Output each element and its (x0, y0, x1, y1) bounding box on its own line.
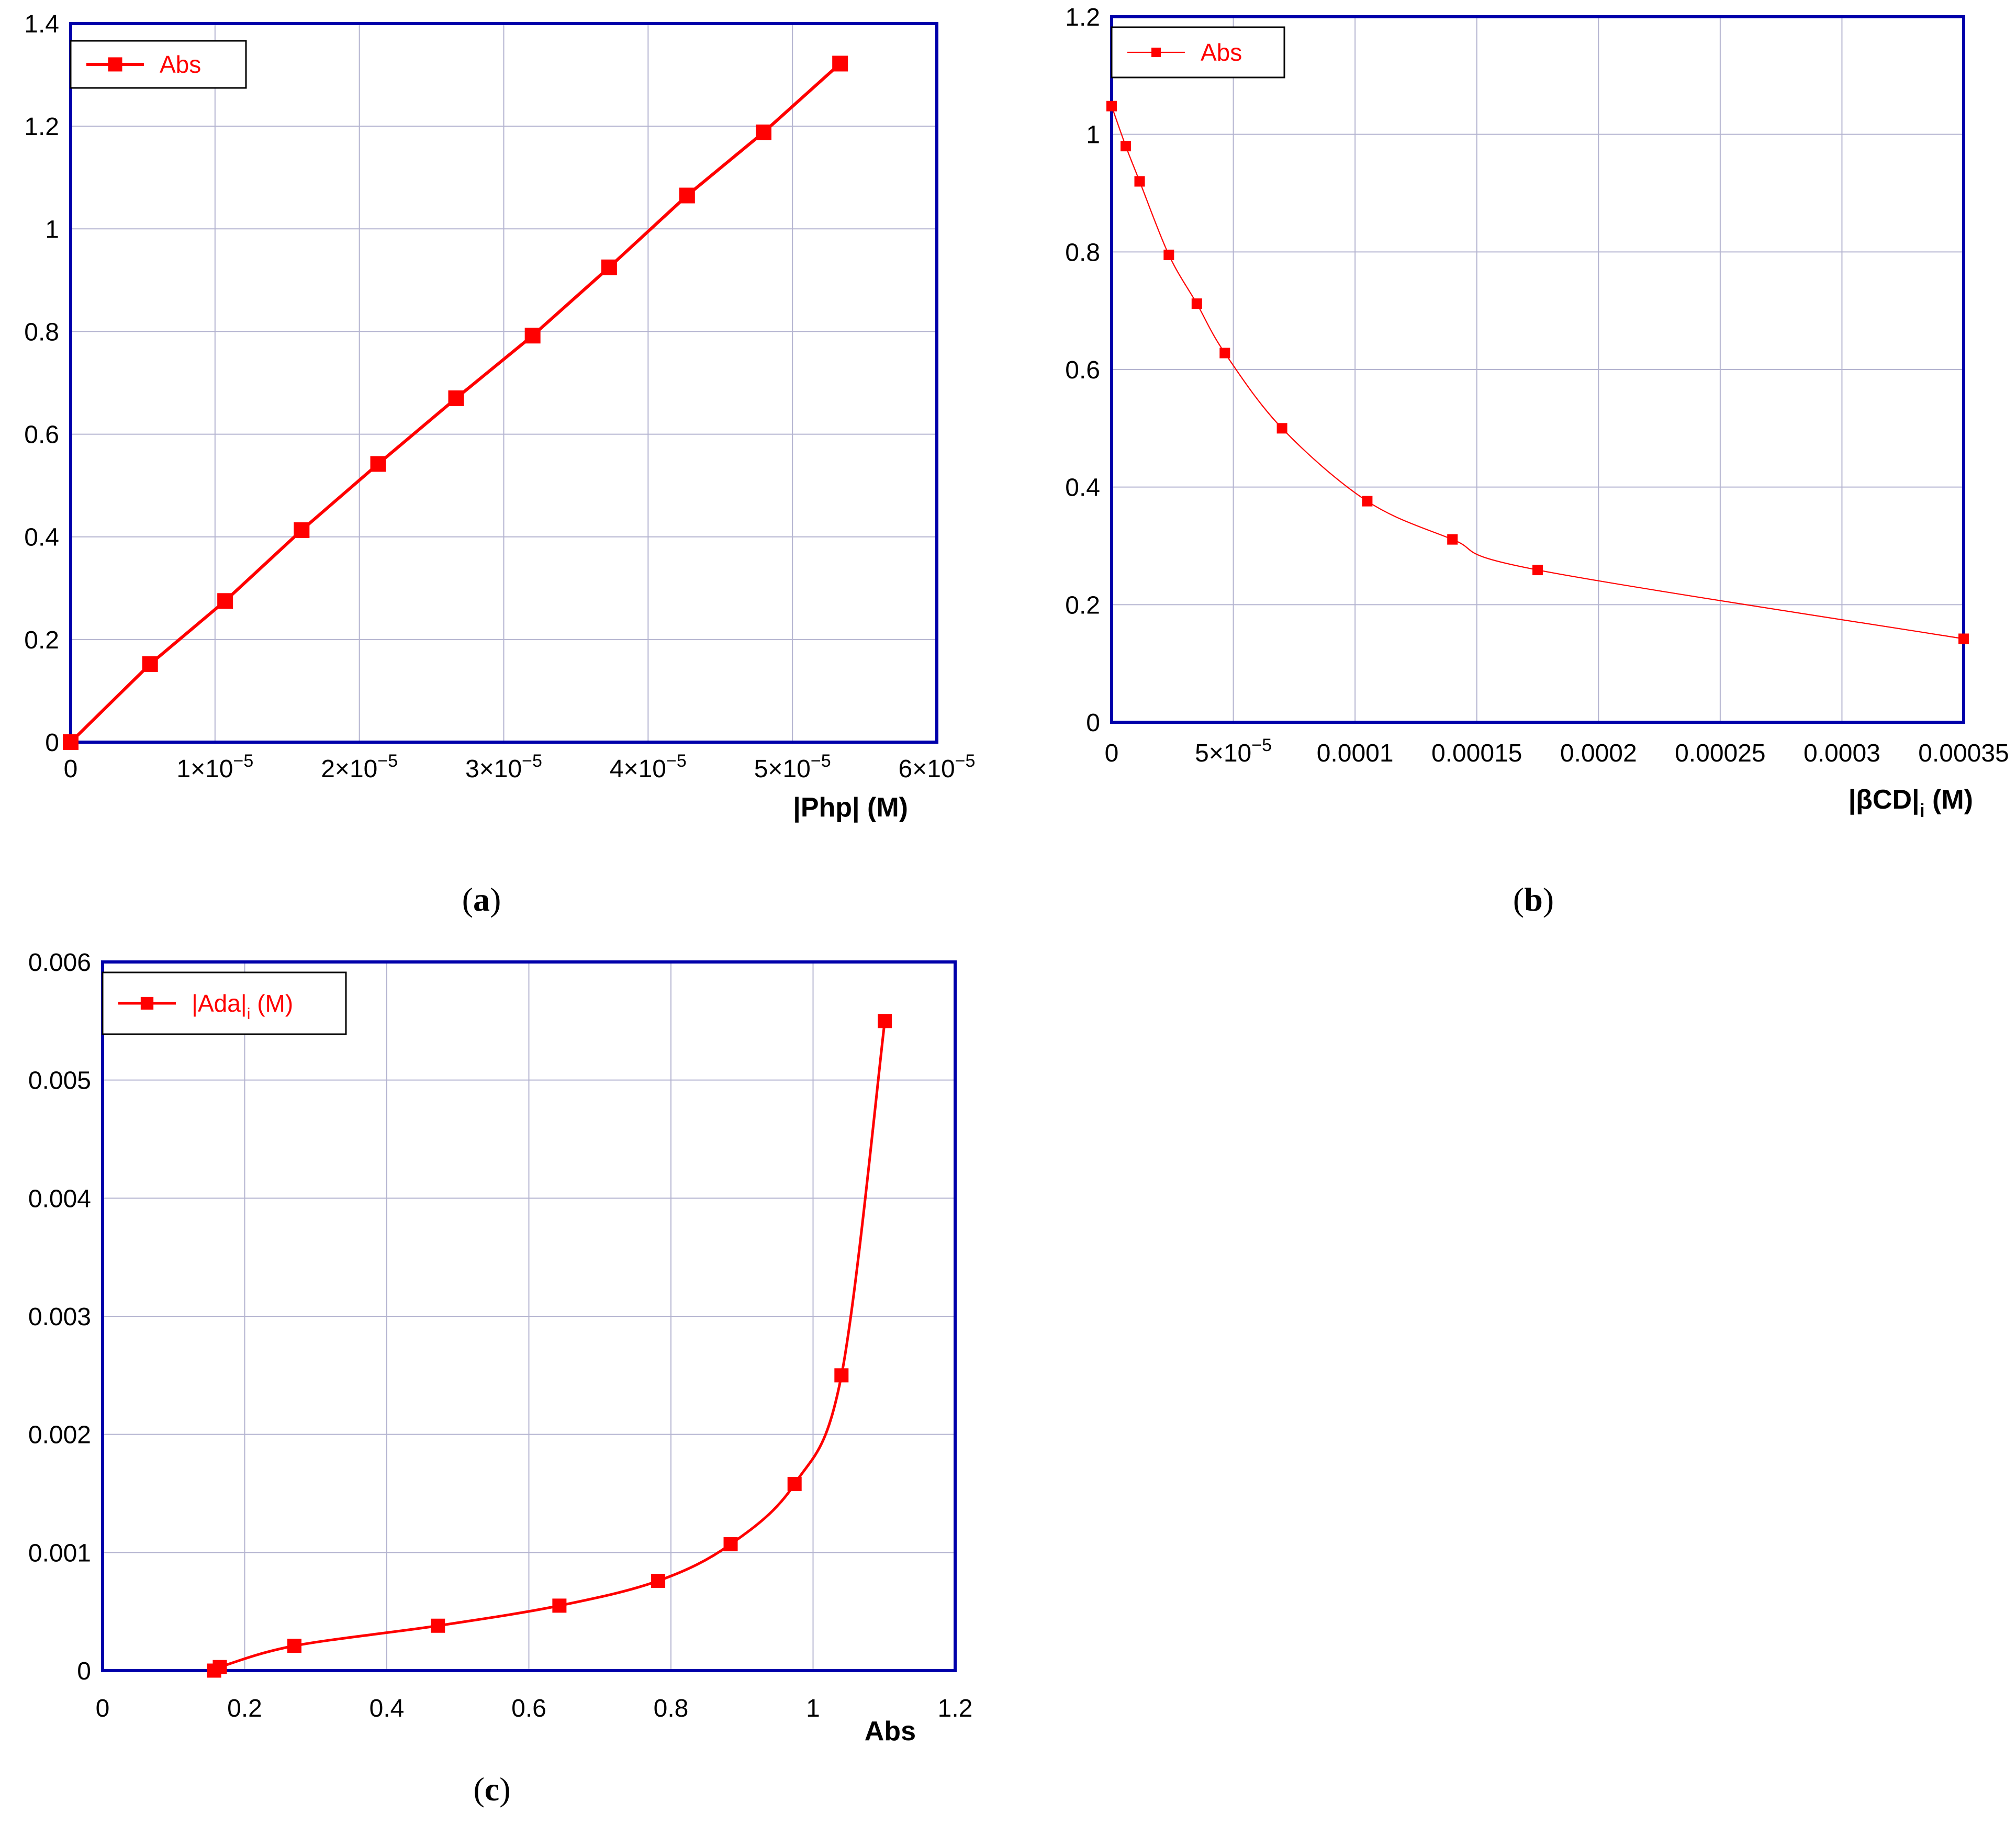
data-point (217, 593, 233, 609)
y-tick-label: 1.2 (24, 113, 59, 141)
x-tick-label: 1×10−5 (176, 751, 253, 783)
y-tick-label: 0.001 (28, 1539, 91, 1567)
plot-frame (101, 960, 957, 1672)
plot-frame (1110, 15, 1965, 724)
x-tick-label: 3×10−5 (465, 751, 542, 783)
data-point (756, 124, 771, 140)
y-tick-label: 1.4 (24, 10, 59, 38)
y-tick-label: 0 (45, 729, 59, 757)
x-tick-label: 0.0003 (1804, 740, 1880, 767)
x-tick-label: 0.2 (227, 1695, 262, 1722)
data-point (1447, 534, 1458, 545)
data-point (370, 456, 386, 472)
data-point (524, 328, 541, 344)
data-point (63, 734, 79, 750)
data-point (878, 1014, 892, 1028)
y-tick-label: 0.6 (1065, 356, 1100, 384)
y-tick-label: 0.003 (28, 1303, 91, 1331)
x-tick-label: 1.2 (938, 1695, 973, 1722)
y-tick-label: 0.2 (1065, 591, 1100, 619)
x-tick-label: 0.4 (369, 1695, 405, 1722)
chart-b: 0 0.2 0.4 0.6 0.8 1 1.2 0 5×10−5 0.0001 0.00015 0.0… (1065, 4, 2009, 918)
panel-label: (b) (1513, 881, 1554, 918)
plot-frame (69, 22, 938, 744)
panel-label: (c) (473, 1771, 510, 1808)
y-tick-label: 0 (77, 1658, 91, 1685)
x-tick-label: 6×10−5 (899, 751, 976, 783)
x-tick-label: 5×10−5 (754, 751, 831, 783)
x-tick-label: 1 (806, 1695, 820, 1722)
x-tick-label: 0.00015 (1431, 740, 1522, 767)
x-axis-title: |βCD|i (M) (1849, 785, 1973, 821)
data-point (448, 390, 464, 406)
y-tick-label: 1 (1086, 121, 1100, 149)
data-point (1362, 496, 1373, 507)
legend-label: Abs (160, 51, 201, 78)
x-axis-title: |Php| (M) (793, 792, 908, 823)
y-tick-label: 0.4 (24, 524, 59, 552)
data-point (787, 1476, 802, 1491)
data-point (142, 656, 158, 672)
y-tick-label: 0.6 (24, 421, 59, 449)
data-point (834, 1368, 849, 1383)
y-tick-label: 0.002 (28, 1421, 91, 1449)
panel-label: (a) (462, 881, 501, 918)
series-line (1111, 106, 1964, 640)
x-tick-label: 0.8 (654, 1695, 689, 1722)
x-tick-label: 2×10−5 (321, 751, 398, 783)
data-point (1276, 423, 1287, 434)
data-point (601, 259, 617, 275)
data-point (1134, 176, 1145, 187)
data-point (552, 1598, 567, 1613)
x-tick-label: 0 (1105, 740, 1119, 767)
series-line (211, 1021, 887, 1672)
x-tick-label: 5×10−5 (1195, 735, 1272, 767)
data-point (431, 1618, 445, 1633)
data-point (1532, 565, 1543, 576)
y-tick-label: 0.8 (1065, 239, 1100, 266)
x-tick-label: 4×10−5 (610, 751, 687, 783)
legend-label: Abs (1201, 39, 1242, 66)
data-point (212, 1660, 227, 1674)
data-point (294, 522, 310, 538)
data-point (1163, 249, 1174, 260)
x-tick-label: 0 (64, 755, 78, 783)
x-tick-label: 0.00025 (1675, 740, 1766, 767)
legend-swatch-marker (1151, 48, 1161, 57)
data-point (723, 1537, 738, 1552)
x-tick-label: 0.6 (511, 1695, 546, 1722)
y-tick-label: 0.8 (24, 318, 59, 346)
y-tick-label: 0.004 (28, 1185, 91, 1213)
data-point (1106, 100, 1117, 111)
chart-a: 0 0.2 0.4 0.6 0.8 1 1.2 1.4 0 1×10−5 2×10−5 3×10−5 4… (24, 10, 975, 918)
data-point (287, 1639, 302, 1653)
x-tick-label: 0.0001 (1317, 740, 1394, 767)
data-point (679, 187, 695, 204)
x-axis-title: Abs (865, 1716, 916, 1746)
data-point (1120, 141, 1131, 152)
y-tick-label: 1 (45, 216, 59, 243)
legend-swatch-marker (108, 57, 122, 72)
y-tick-label: 0.4 (1065, 474, 1100, 502)
y-tick-label: 1.2 (1065, 4, 1100, 31)
x-tick-label: 0.00035 (1918, 740, 2009, 767)
y-tick-label: 0.2 (24, 626, 59, 654)
data-point (1219, 348, 1230, 359)
y-tick-label: 0.006 (28, 949, 91, 977)
y-tick-label: 0.005 (28, 1067, 91, 1095)
data-point (1958, 633, 1969, 644)
chart-c: 0 0.001 0.002 0.003 0.004 0.005 0.006 0 0.2 0.4 0.… (28, 949, 972, 1808)
data-point (651, 1573, 666, 1588)
x-tick-label: 0 (96, 1695, 110, 1722)
x-tick-label: 0.0002 (1560, 740, 1637, 767)
y-tick-label: 0 (1086, 709, 1100, 737)
data-point (1191, 298, 1202, 309)
legend-swatch-marker (140, 997, 154, 1010)
data-point (832, 55, 848, 72)
